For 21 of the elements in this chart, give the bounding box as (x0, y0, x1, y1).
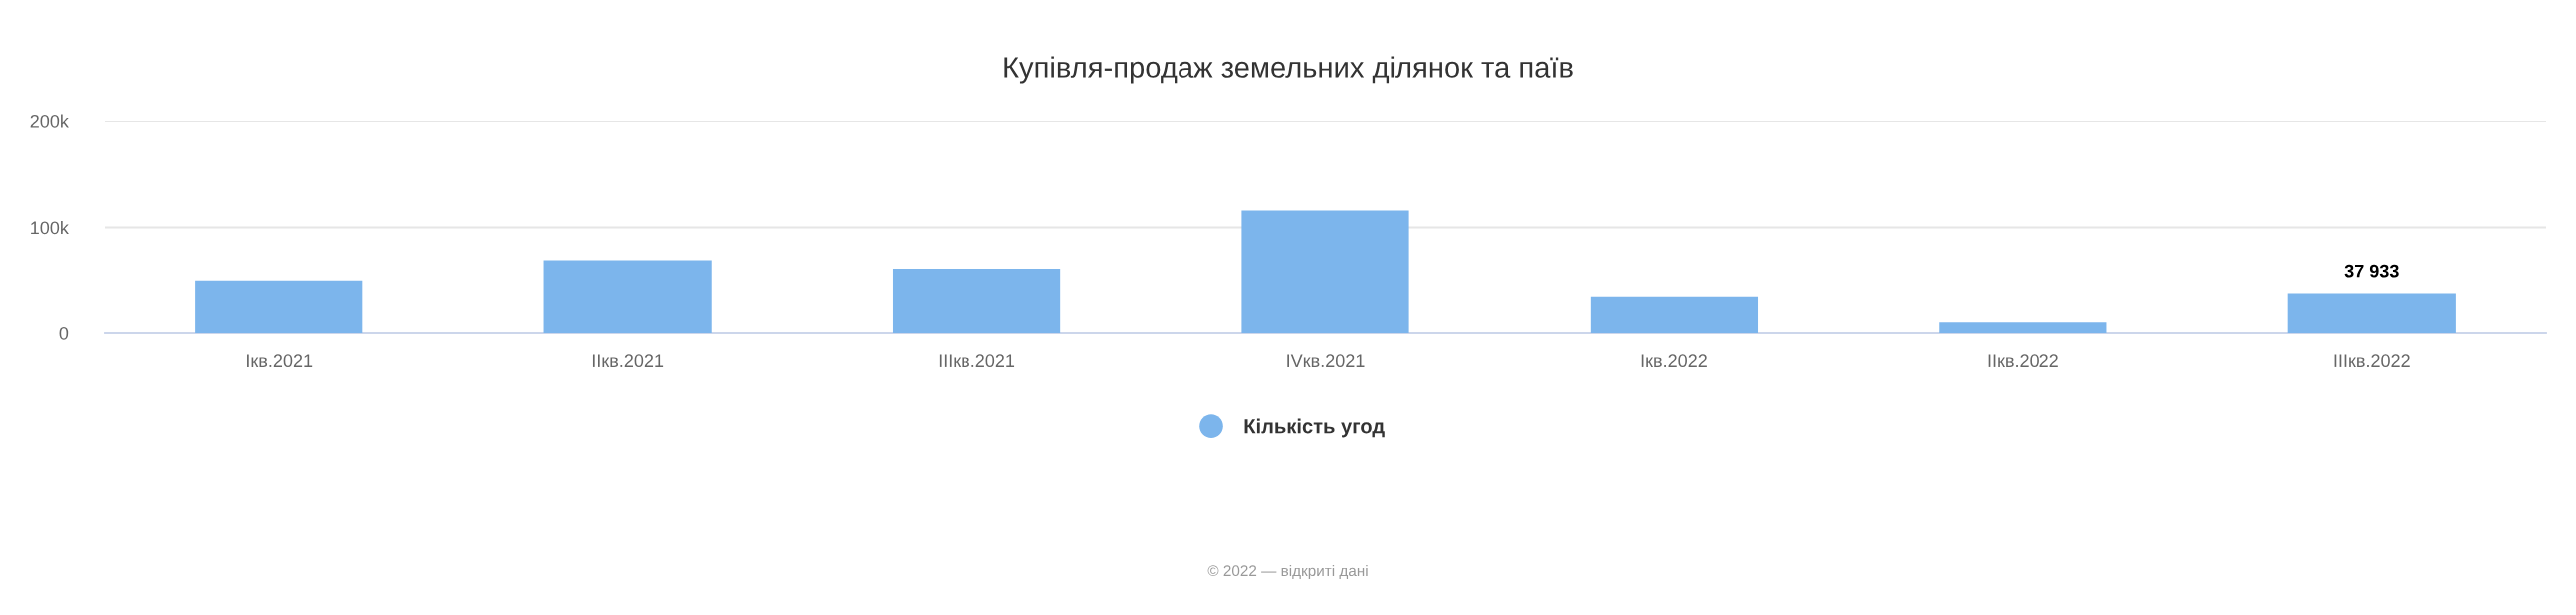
x-tick-label: IVкв.2021 (1287, 354, 1365, 368)
text: © 2022 — відкриті дані (1207, 564, 1368, 580)
y-tick-label: 0 (59, 326, 69, 340)
bar (892, 269, 1061, 333)
data-label: 37 933 (2344, 264, 2399, 278)
x-tick-label: IIкв.2021 (592, 354, 664, 368)
bar (2287, 293, 2456, 333)
x-tick-label: Iкв.2022 (1641, 354, 1707, 368)
chart-title: Купівля-продаж земельних ділянок та паїв (1004, 56, 1573, 84)
bar (1939, 322, 2107, 333)
x-tick-label: Iкв.2021 (247, 354, 313, 368)
x-tick-label: IIIкв.2021 (939, 354, 1015, 368)
bar (543, 260, 712, 333)
bar (1241, 210, 1409, 333)
bar (1590, 296, 1759, 333)
legend-label: Кількість угод (1244, 418, 1385, 438)
y-tick-label: 100k (31, 220, 69, 235)
x-tick-label: IIIкв.2022 (2334, 354, 2410, 368)
x-tick-label: IIкв.2022 (1988, 354, 2058, 368)
bar (195, 280, 363, 333)
y-tick-label: 200k (30, 114, 69, 128)
